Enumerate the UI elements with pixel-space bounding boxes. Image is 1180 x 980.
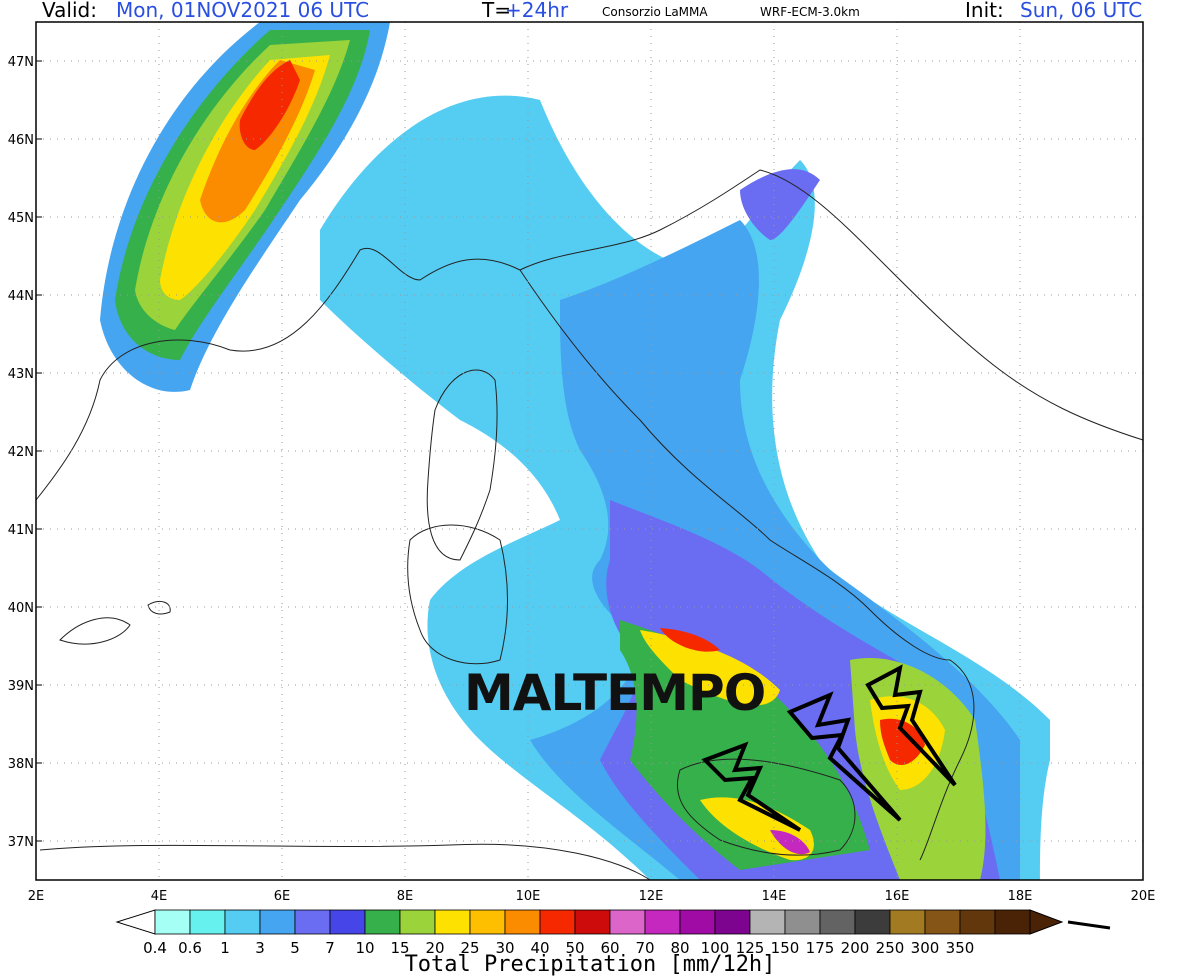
coastlines (35, 169, 1144, 881)
colorbar-label: 0.6 (178, 939, 202, 957)
lon-tick-label: 4E (151, 889, 168, 904)
lon-tick-label: 8E (397, 889, 414, 904)
colorbar-label: 40 (530, 939, 549, 957)
lon-tick-label: 20E (1131, 889, 1156, 904)
colorbar-swatch (224, 909, 261, 935)
colorbar-swatch (679, 909, 716, 935)
colorbar-labels: 0.4 0.6 1 3 5 7 10 15 20 25 30 40 50 60 70 80 100 125 150 1… (143, 939, 974, 957)
colorbar-swatch (749, 909, 786, 935)
colorbar-label: 350 (946, 939, 975, 957)
lat-tick-label: 41N (8, 523, 34, 538)
colorbar-label: 20 (425, 939, 444, 957)
latitude-labels: 37N 38N 39N 40N 41N 42N 43N 44N 45N 46N 47N (8, 55, 34, 850)
colorbar-label: 30 (495, 939, 514, 957)
colorbar-label: 125 (736, 939, 765, 957)
init-value: Sun, 06 UTC (1020, 0, 1143, 22)
colorbar-swatch (399, 909, 436, 935)
colorbar-label: 50 (565, 939, 584, 957)
lat-tick-label: 43N (8, 367, 34, 382)
map-frame (35, 21, 1144, 881)
colorbar-tick-mark (1067, 920, 1111, 930)
colorbar-label: 80 (670, 939, 689, 957)
lightning-bolt-icon (786, 691, 902, 822)
header: Valid: Mon, 01NOV2021 06 UTC T= +24hr Co… (0, 0, 1180, 22)
lon-tick-label: 12E (639, 889, 664, 904)
colorbar-label: 150 (771, 939, 800, 957)
colorbar-label: 200 (841, 939, 870, 957)
colorbar-swatch (504, 909, 541, 935)
lat-tick-label: 42N (8, 445, 34, 460)
colorbar-label: 15 (390, 939, 409, 957)
colorbar-swatch (154, 909, 191, 935)
colorbar-label: 7 (325, 939, 335, 957)
colorbar-swatch (889, 909, 926, 935)
lightning-bolt-icon (865, 664, 957, 787)
colorbar-swatch (609, 909, 646, 935)
valid-label: Valid: (42, 0, 97, 22)
lat-tick-label: 40N (8, 601, 34, 616)
colorbar-swatch (644, 909, 681, 935)
lat-tick-label: 37N (8, 835, 34, 850)
colorbar-title: Total Precipitation [mm/12h] (404, 952, 776, 977)
colorbar-label: 10 (355, 939, 374, 957)
colorbar-over-triangle (1029, 909, 1064, 935)
colorbar-swatch (784, 909, 821, 935)
colorbar-swatch (364, 909, 401, 935)
lon-tick-label: 2E (28, 889, 45, 904)
colorbar (115, 909, 1064, 935)
colorbar-swatch (434, 909, 471, 935)
colorbar-swatch (959, 909, 996, 935)
lon-tick-label: 16E (885, 889, 910, 904)
colorbar-label: 250 (876, 939, 905, 957)
lat-tick-label: 38N (8, 757, 34, 772)
colorbar-swatch (329, 909, 366, 935)
colorbar-label: 60 (600, 939, 619, 957)
lightning-bolt-icon (701, 741, 802, 832)
lon-tick-label: 6E (274, 889, 291, 904)
lat-tick-label: 47N (8, 55, 34, 70)
colorbar-swatch (294, 909, 331, 935)
colorbar-swatch (994, 909, 1031, 935)
colorbar-under-triangle (115, 909, 156, 935)
colorbar-swatch (574, 909, 611, 935)
colorbar-swatch (714, 909, 751, 935)
lon-tick-label: 14E (762, 889, 787, 904)
colorbar-swatch (854, 909, 891, 935)
colorbar-swatch (189, 909, 226, 935)
valid-value: Mon, 01NOV2021 06 UTC (116, 0, 370, 22)
colorbar-swatch (819, 909, 856, 935)
colorbar-label: 3 (255, 939, 265, 957)
lightning-bolt-icons (701, 664, 957, 832)
consortium-label: Consorzio LaMMA (602, 5, 708, 19)
longitude-labels: 2E 4E 6E 8E 10E 12E 14E 16E 18E 20E (28, 889, 1156, 904)
lon-tick-label: 10E (516, 889, 541, 904)
lat-tick-label: 45N (8, 211, 34, 226)
colorbar-label: 70 (635, 939, 654, 957)
colorbar-label: 25 (460, 939, 479, 957)
precipitation-fields (100, 22, 1050, 880)
t-value: +24hr (505, 0, 569, 22)
lat-tick-label: 46N (8, 133, 34, 148)
colorbar-label: 5 (290, 939, 300, 957)
colorbar-label: 0.4 (143, 939, 167, 957)
lat-tick-label: 39N (8, 679, 34, 694)
colorbar-label: 100 (701, 939, 730, 957)
maltempo-label: MALTEMPO (464, 664, 766, 722)
init-label: Init: (965, 0, 1004, 22)
colorbar-swatch (924, 909, 961, 935)
colorbar-label: 1 (220, 939, 230, 957)
colorbar-swatch (469, 909, 506, 935)
model-label: WRF-ECM-3.0km (760, 5, 860, 19)
lon-tick-label: 18E (1008, 889, 1033, 904)
lat-tick-label: 44N (8, 289, 34, 304)
colorbar-label: 175 (806, 939, 835, 957)
colorbar-swatch (259, 909, 296, 935)
colorbar-swatch (539, 909, 576, 935)
colorbar-label: 300 (911, 939, 940, 957)
t-label: T= (482, 0, 511, 22)
